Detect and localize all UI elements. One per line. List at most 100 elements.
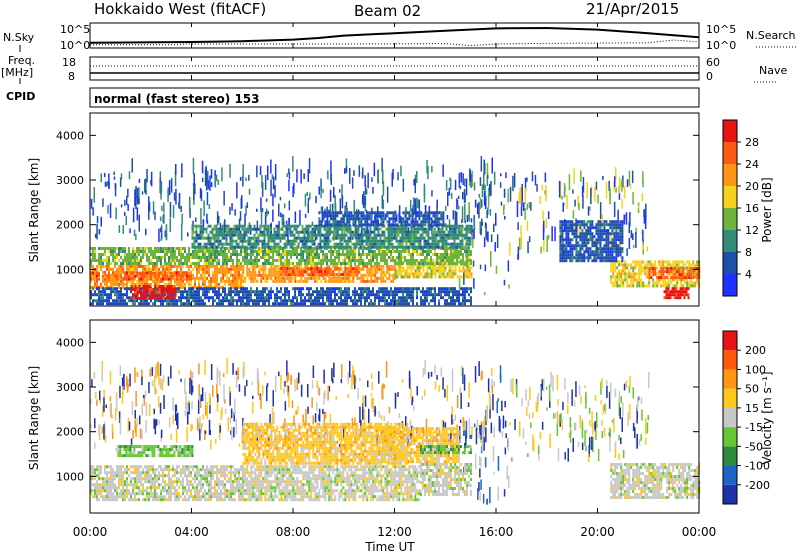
power-cell [434,250,436,253]
power-speck [473,228,475,239]
power-cell [366,262,368,265]
power-cell [366,299,368,303]
power-cell [420,220,423,224]
power-cell [239,224,242,228]
power-cell [228,276,230,280]
power-cell [118,267,120,271]
power-cell [180,279,182,283]
power-cell [134,299,136,303]
power-cell [368,273,371,277]
power-cell [290,273,293,277]
power-cell [188,274,190,278]
power-cell [210,250,212,253]
power-cell [174,277,176,281]
power-cell [368,259,370,262]
power-cell [394,290,396,294]
power-cell [448,269,451,273]
power-speck [466,214,469,223]
power-speck [128,171,131,180]
power-cell [178,247,180,250]
power-cell [379,236,382,240]
power-speck [109,203,112,218]
power-cell [424,211,427,215]
power-cell [304,264,307,268]
power-cell [246,287,248,291]
power-cell [168,291,171,294]
power-cell [380,214,383,218]
power-cell [243,236,246,240]
power-cell [368,279,371,283]
power-cell [344,214,347,218]
power-cell [412,293,414,297]
power-cell [390,267,393,271]
power-cell [376,270,379,274]
power-cell [276,276,279,280]
power-cell [102,274,104,278]
power-cell [424,256,426,259]
power-cell [448,262,450,265]
power-cell [370,220,373,224]
power-cell [403,230,406,234]
power-cell [200,264,202,268]
power-cell [308,287,310,291]
power-cell [234,270,236,274]
power-cell [446,259,448,262]
power-cell [358,293,360,297]
power-cell [324,302,326,306]
power-cell [400,256,402,259]
power-cell [406,220,409,224]
power-cell [240,273,242,277]
power-cell [138,247,140,250]
power-cell [259,227,262,231]
power-cell [204,256,206,259]
power-cell [630,275,633,279]
power-cell [240,267,242,271]
power-speck [520,233,523,250]
power-cell [348,293,350,297]
power-speck [144,179,146,193]
power-cell [168,267,170,271]
power-cell [382,220,385,224]
power-cell [184,282,186,286]
power-cell [118,247,120,250]
power-cell [226,270,228,274]
power-cell [284,290,286,294]
power-cell [144,247,146,250]
power-cell [452,296,454,300]
power-cell [618,272,621,276]
power-cell [377,239,380,243]
power-cell [180,271,182,275]
power-cell [325,236,328,240]
power-speck [426,160,428,174]
power-speck [428,225,430,231]
power-speck [267,165,269,181]
power-cell [332,214,335,218]
power-cell [414,250,416,253]
power-cell [288,250,290,253]
power-cell [168,270,170,274]
power-cell [423,227,426,231]
power-speck [272,209,274,222]
power-speck [410,222,412,234]
nsearch-top-tick: 10^5 [706,23,736,36]
power-cell [224,287,226,291]
power-speck [487,175,489,179]
power-cell [338,276,341,280]
power-cell [284,270,287,274]
power-cell [166,299,168,303]
power-cell [154,285,157,288]
power-cell [429,245,432,249]
power-cell [455,236,458,240]
power-cell [174,299,176,303]
power-cell [134,277,136,281]
power-cell [254,273,257,277]
power-speck [473,182,476,191]
power-cell [439,233,442,237]
power-cell [134,285,137,288]
power-speck [448,187,451,196]
power-cell [449,224,452,228]
power-cell [156,259,158,262]
power-cell [329,230,332,234]
power-cell [293,242,296,246]
power-speck [449,177,451,182]
